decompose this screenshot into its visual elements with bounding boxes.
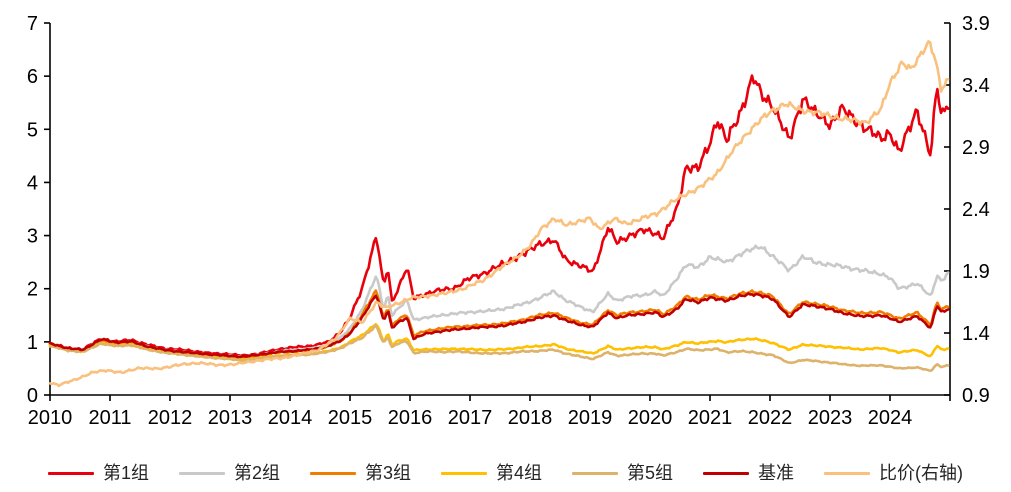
series-line-ratio-right-axis: [48, 40, 950, 388]
y-axis-left-label: 1: [27, 332, 38, 354]
x-axis-year-label: 2024: [868, 407, 913, 429]
y-axis-left-label: 4: [27, 172, 38, 194]
legend-swatch-benchmark: [703, 471, 750, 475]
x-axis-year-label: 2019: [568, 407, 613, 429]
x-axis-year-label: 2020: [628, 407, 673, 429]
legend-label-benchmark: 基准: [758, 463, 795, 483]
legend-item-group3: 第3组: [309, 463, 411, 483]
y-axis-right-label: 3.4: [962, 75, 990, 97]
series-line-group5: [48, 323, 950, 373]
x-axis-year-label: 2012: [148, 407, 193, 429]
y-axis-left-label: 2: [27, 279, 38, 301]
legend-item-group4: 第4组: [441, 464, 542, 482]
legend-label-group5: 第5组: [627, 463, 674, 483]
legend-swatch-group4: [441, 471, 487, 475]
legend-label-group3: 第3组: [364, 463, 411, 483]
series-line-group2: [48, 244, 950, 359]
legend-swatch-group2: [178, 471, 225, 475]
y-axis-right-label: 0.9: [962, 385, 990, 407]
x-axis-year-label: 2021: [688, 407, 733, 429]
legend-swatch-group3: [309, 471, 356, 475]
x-axis-year-label: 2022: [748, 407, 793, 429]
y-axis-right-label: 1.4: [962, 323, 990, 345]
y-axis-left-label: 5: [27, 119, 38, 141]
x-axis-year-label: 2016: [388, 407, 433, 429]
legend-item-benchmark: 基准: [703, 464, 794, 482]
y-axis-left-label: 3: [27, 226, 38, 248]
x-axis-year-label: 2023: [808, 407, 853, 429]
y-axis-right-label: 2.4: [962, 199, 990, 221]
legend-label-group4: 第4组: [496, 463, 543, 483]
legend-item-group5: 第5组: [572, 464, 673, 482]
series-line-group1: [48, 74, 950, 358]
legend-item-group2: 第2组: [178, 463, 280, 483]
legend: 第1组 第2组 第3组 第4组 第5组 基准 比价(右轴): [0, 464, 1011, 482]
legend-label-group2: 第2组: [233, 463, 280, 483]
y-axis-right-label: 2.9: [962, 137, 990, 159]
legend-label-ratio-right-axis: 比价(右轴): [879, 463, 964, 483]
legend-item-group1: 第1组: [47, 463, 149, 483]
legend-item-ratio-right-axis: 比价(右轴): [824, 464, 963, 482]
x-axis-year-label: 2010: [28, 407, 73, 429]
x-axis-year-label: 2017: [448, 407, 493, 429]
legend-label-group1: 第1组: [102, 463, 149, 483]
legend-swatch-group1: [47, 471, 94, 475]
y-axis-left-label: 7: [27, 13, 38, 35]
legend-swatch-ratio-right-axis: [824, 471, 871, 475]
x-axis-year-label: 2011: [88, 407, 131, 429]
y-axis-left-label: 6: [27, 66, 38, 88]
y-axis-right-label: 3.9: [962, 13, 990, 35]
x-axis-year-label: 2014: [268, 407, 313, 429]
series-line-benchmark: [48, 292, 950, 359]
y-axis-right-label: 1.9: [962, 261, 990, 283]
x-axis-year-label: 2013: [208, 407, 253, 429]
x-axis-year-label: 2015: [328, 407, 373, 429]
y-axis-left-label: 0: [27, 385, 38, 407]
legend-swatch-group5: [572, 471, 619, 475]
x-axis-year-label: 2018: [508, 407, 553, 429]
